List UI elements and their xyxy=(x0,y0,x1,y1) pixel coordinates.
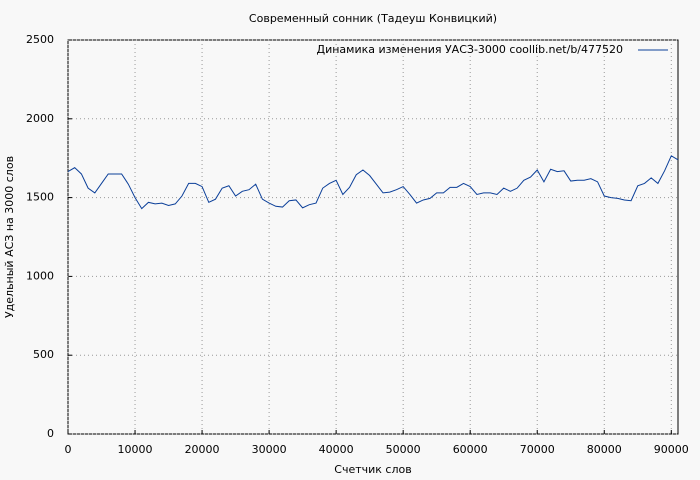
x-axis-label: Счетчик слов xyxy=(334,463,411,476)
x-tick-label: 90000 xyxy=(654,443,689,456)
x-tick-label: 40000 xyxy=(319,443,354,456)
x-tick-label: 10000 xyxy=(118,443,153,456)
x-tick-label: 50000 xyxy=(386,443,421,456)
plot-frame xyxy=(67,39,679,435)
chart-title: Современный сонник (Тадеуш Конвицкий) xyxy=(249,12,497,25)
y-axis-label: Удельный АСЗ на 3000 слов xyxy=(3,156,16,318)
x-tick-label: 60000 xyxy=(453,443,488,456)
data-line xyxy=(67,155,679,210)
y-tick-label: 2000 xyxy=(26,112,54,125)
legend-label: Динамика изменения УАСЗ-3000 coollib.net… xyxy=(317,43,624,56)
x-tick-label: 30000 xyxy=(252,443,287,456)
y-tick-label: 1500 xyxy=(26,191,54,204)
y-tick-label: 0 xyxy=(47,427,54,440)
x-tick-label: 80000 xyxy=(587,443,622,456)
y-tick-label: 500 xyxy=(33,348,54,361)
x-tick-label: 20000 xyxy=(185,443,220,456)
x-tick-label: 0 xyxy=(65,443,72,456)
y-tick-label: 1000 xyxy=(26,269,54,282)
y-tick-label: 2500 xyxy=(26,33,54,46)
x-tick-label: 70000 xyxy=(520,443,555,456)
